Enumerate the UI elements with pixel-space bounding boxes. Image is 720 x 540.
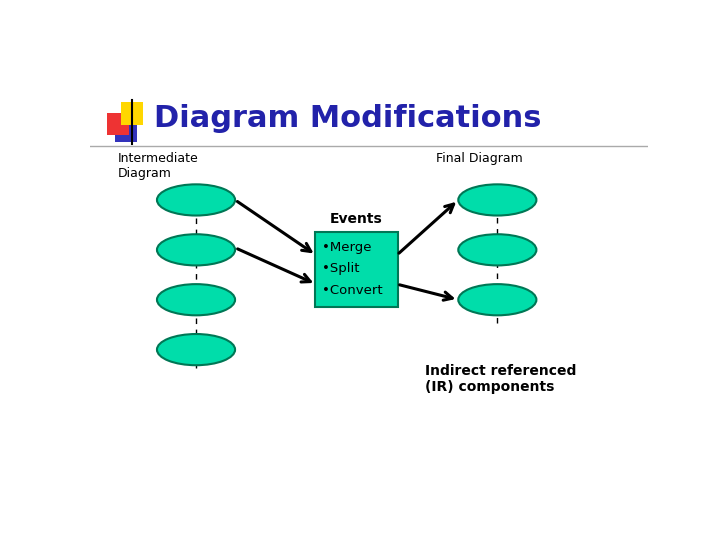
Ellipse shape — [157, 184, 235, 215]
Text: •Convert: •Convert — [322, 284, 382, 297]
Bar — [107, 113, 129, 136]
Text: •Merge: •Merge — [322, 241, 371, 254]
Ellipse shape — [458, 184, 536, 215]
Bar — [121, 102, 143, 125]
Text: •Split: •Split — [322, 262, 359, 275]
Ellipse shape — [157, 234, 235, 266]
FancyBboxPatch shape — [315, 232, 398, 307]
Ellipse shape — [458, 284, 536, 315]
Text: Indirect referenced
(IR) components: Indirect referenced (IR) components — [425, 364, 576, 394]
Text: Intermediate
Diagram: Intermediate Diagram — [118, 152, 199, 180]
Ellipse shape — [458, 234, 536, 266]
Ellipse shape — [157, 284, 235, 315]
Text: Events: Events — [330, 212, 383, 226]
Text: Final Diagram: Final Diagram — [436, 152, 523, 165]
Bar — [115, 119, 138, 141]
Ellipse shape — [157, 334, 235, 365]
Text: Diagram Modifications: Diagram Modifications — [154, 104, 541, 133]
